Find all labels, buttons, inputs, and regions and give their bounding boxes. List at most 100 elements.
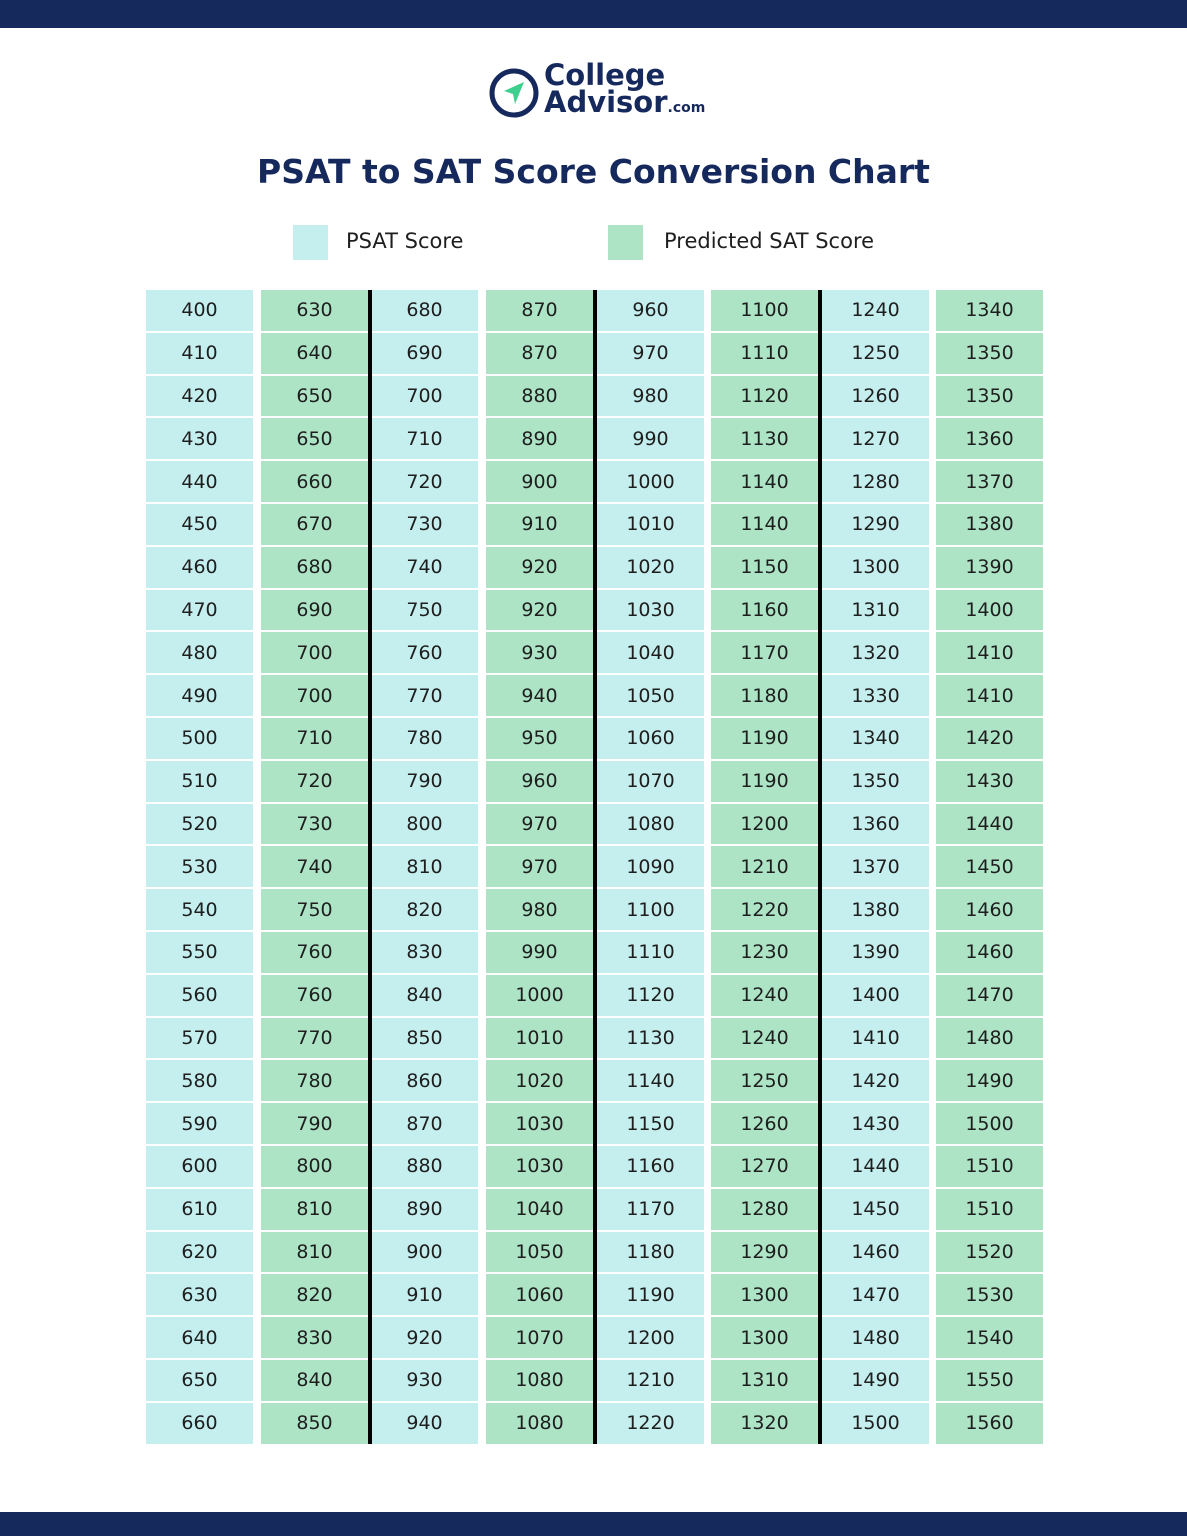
score-cell: 1400: [822, 974, 929, 1016]
logo-line1: College: [544, 58, 666, 92]
score-cell: 840: [261, 1360, 368, 1401]
score-cell: 1550: [936, 1360, 1043, 1401]
score-cell: 1020: [486, 1060, 593, 1102]
score-cell: 1480: [936, 1017, 1043, 1059]
score-cell: 1070: [486, 1317, 593, 1358]
score-cell: 500: [146, 718, 253, 759]
score-cell: 490: [146, 675, 253, 716]
logo-suffix: .com: [667, 100, 706, 116]
score-cell: 1040: [597, 632, 704, 674]
score-cell: 1360: [936, 418, 1043, 460]
score-cell: 770: [371, 675, 478, 716]
score-cell: 1250: [711, 1060, 818, 1102]
score-cell: 1020: [597, 546, 704, 588]
score-cell: 900: [486, 461, 593, 502]
score-cell: 830: [261, 1317, 368, 1358]
score-cell: 800: [371, 803, 478, 845]
score-cell: 1060: [597, 718, 704, 759]
logo-line2: Advisor.com: [544, 88, 706, 122]
score-cell: 1340: [936, 290, 1043, 331]
score-cell: 1100: [597, 889, 704, 930]
score-cell: 740: [261, 846, 368, 888]
score-cell: 590: [146, 1103, 253, 1144]
score-cell: 1280: [822, 461, 929, 502]
score-cell: 1320: [711, 1402, 818, 1444]
score-cell: 920: [486, 546, 593, 588]
score-cell: 810: [261, 1188, 368, 1230]
score-cell: 700: [261, 675, 368, 716]
score-cell: 1030: [486, 1146, 593, 1187]
score-cell: 730: [371, 504, 478, 545]
score-cell: 860: [371, 1060, 478, 1102]
score-cell: 1030: [597, 589, 704, 631]
score-cell: 1240: [711, 974, 818, 1016]
score-cell: 980: [486, 889, 593, 930]
score-cell: 1420: [822, 1060, 929, 1102]
score-cell: 1400: [936, 589, 1043, 631]
score-cell: 1350: [936, 375, 1043, 417]
score-cell: 1530: [936, 1274, 1043, 1316]
score-cell: 650: [261, 375, 368, 417]
score-cell: 1070: [597, 760, 704, 802]
score-cell: 620: [146, 1231, 253, 1273]
score-cell: 940: [371, 1402, 478, 1444]
score-cell: 430: [146, 418, 253, 460]
score-cell: 720: [371, 461, 478, 502]
score-cell: 1190: [597, 1274, 704, 1316]
score-cell: 1330: [822, 675, 929, 716]
score-cell: 1150: [597, 1103, 704, 1144]
score-cell: 820: [371, 889, 478, 930]
score-cell: 840: [371, 974, 478, 1016]
score-cell: 1200: [597, 1317, 704, 1358]
score-cell: 790: [371, 760, 478, 802]
score-cell: 1090: [597, 846, 704, 888]
score-cell: 1140: [711, 504, 818, 545]
score-cell: 830: [371, 932, 478, 973]
score-cell: 1300: [711, 1274, 818, 1316]
score-cell: 890: [371, 1188, 478, 1230]
score-cell: 660: [146, 1402, 253, 1444]
score-cell: 1080: [486, 1402, 593, 1444]
score-cell: 820: [261, 1274, 368, 1316]
score-cell: 1470: [936, 974, 1043, 1016]
score-cell: 470: [146, 589, 253, 631]
score-cell: 400: [146, 290, 253, 331]
score-cell: 600: [146, 1146, 253, 1187]
score-cell: 1210: [711, 846, 818, 888]
score-cell: 870: [371, 1103, 478, 1144]
score-cell: 1540: [936, 1317, 1043, 1358]
score-cell: 1050: [486, 1231, 593, 1273]
score-cell: 1160: [597, 1146, 704, 1187]
score-cell: 1000: [486, 974, 593, 1016]
score-cell: 1240: [822, 290, 929, 331]
score-cell: 900: [371, 1231, 478, 1273]
score-cell: 720: [261, 760, 368, 802]
score-cell: 1270: [822, 418, 929, 460]
score-cell: 1410: [936, 632, 1043, 674]
logo-icon: [489, 68, 539, 118]
score-cell: 700: [261, 632, 368, 674]
score-cell: 450: [146, 504, 253, 545]
score-cell: 1390: [822, 932, 929, 973]
score-cell: 650: [261, 418, 368, 460]
score-cell: 1210: [597, 1360, 704, 1401]
score-cell: 780: [371, 718, 478, 759]
score-cell: 960: [597, 290, 704, 331]
logo-line2-text: Advisor: [544, 85, 668, 119]
score-cell: 1170: [711, 632, 818, 674]
score-cell: 1410: [822, 1017, 929, 1059]
score-cell: 1140: [711, 461, 818, 502]
group-separator: [593, 290, 597, 1444]
score-cell: 1280: [711, 1188, 818, 1230]
score-cell: 1460: [822, 1231, 929, 1273]
score-cell: 1220: [597, 1402, 704, 1444]
score-cell: 1500: [822, 1402, 929, 1444]
score-cell: 710: [371, 418, 478, 460]
score-cell: 410: [146, 332, 253, 374]
score-cell: 970: [486, 846, 593, 888]
score-cell: 1300: [711, 1317, 818, 1358]
score-cell: 980: [597, 375, 704, 417]
group-separator: [368, 290, 372, 1444]
score-cell: 1370: [822, 846, 929, 888]
score-cell: 1300: [822, 546, 929, 588]
